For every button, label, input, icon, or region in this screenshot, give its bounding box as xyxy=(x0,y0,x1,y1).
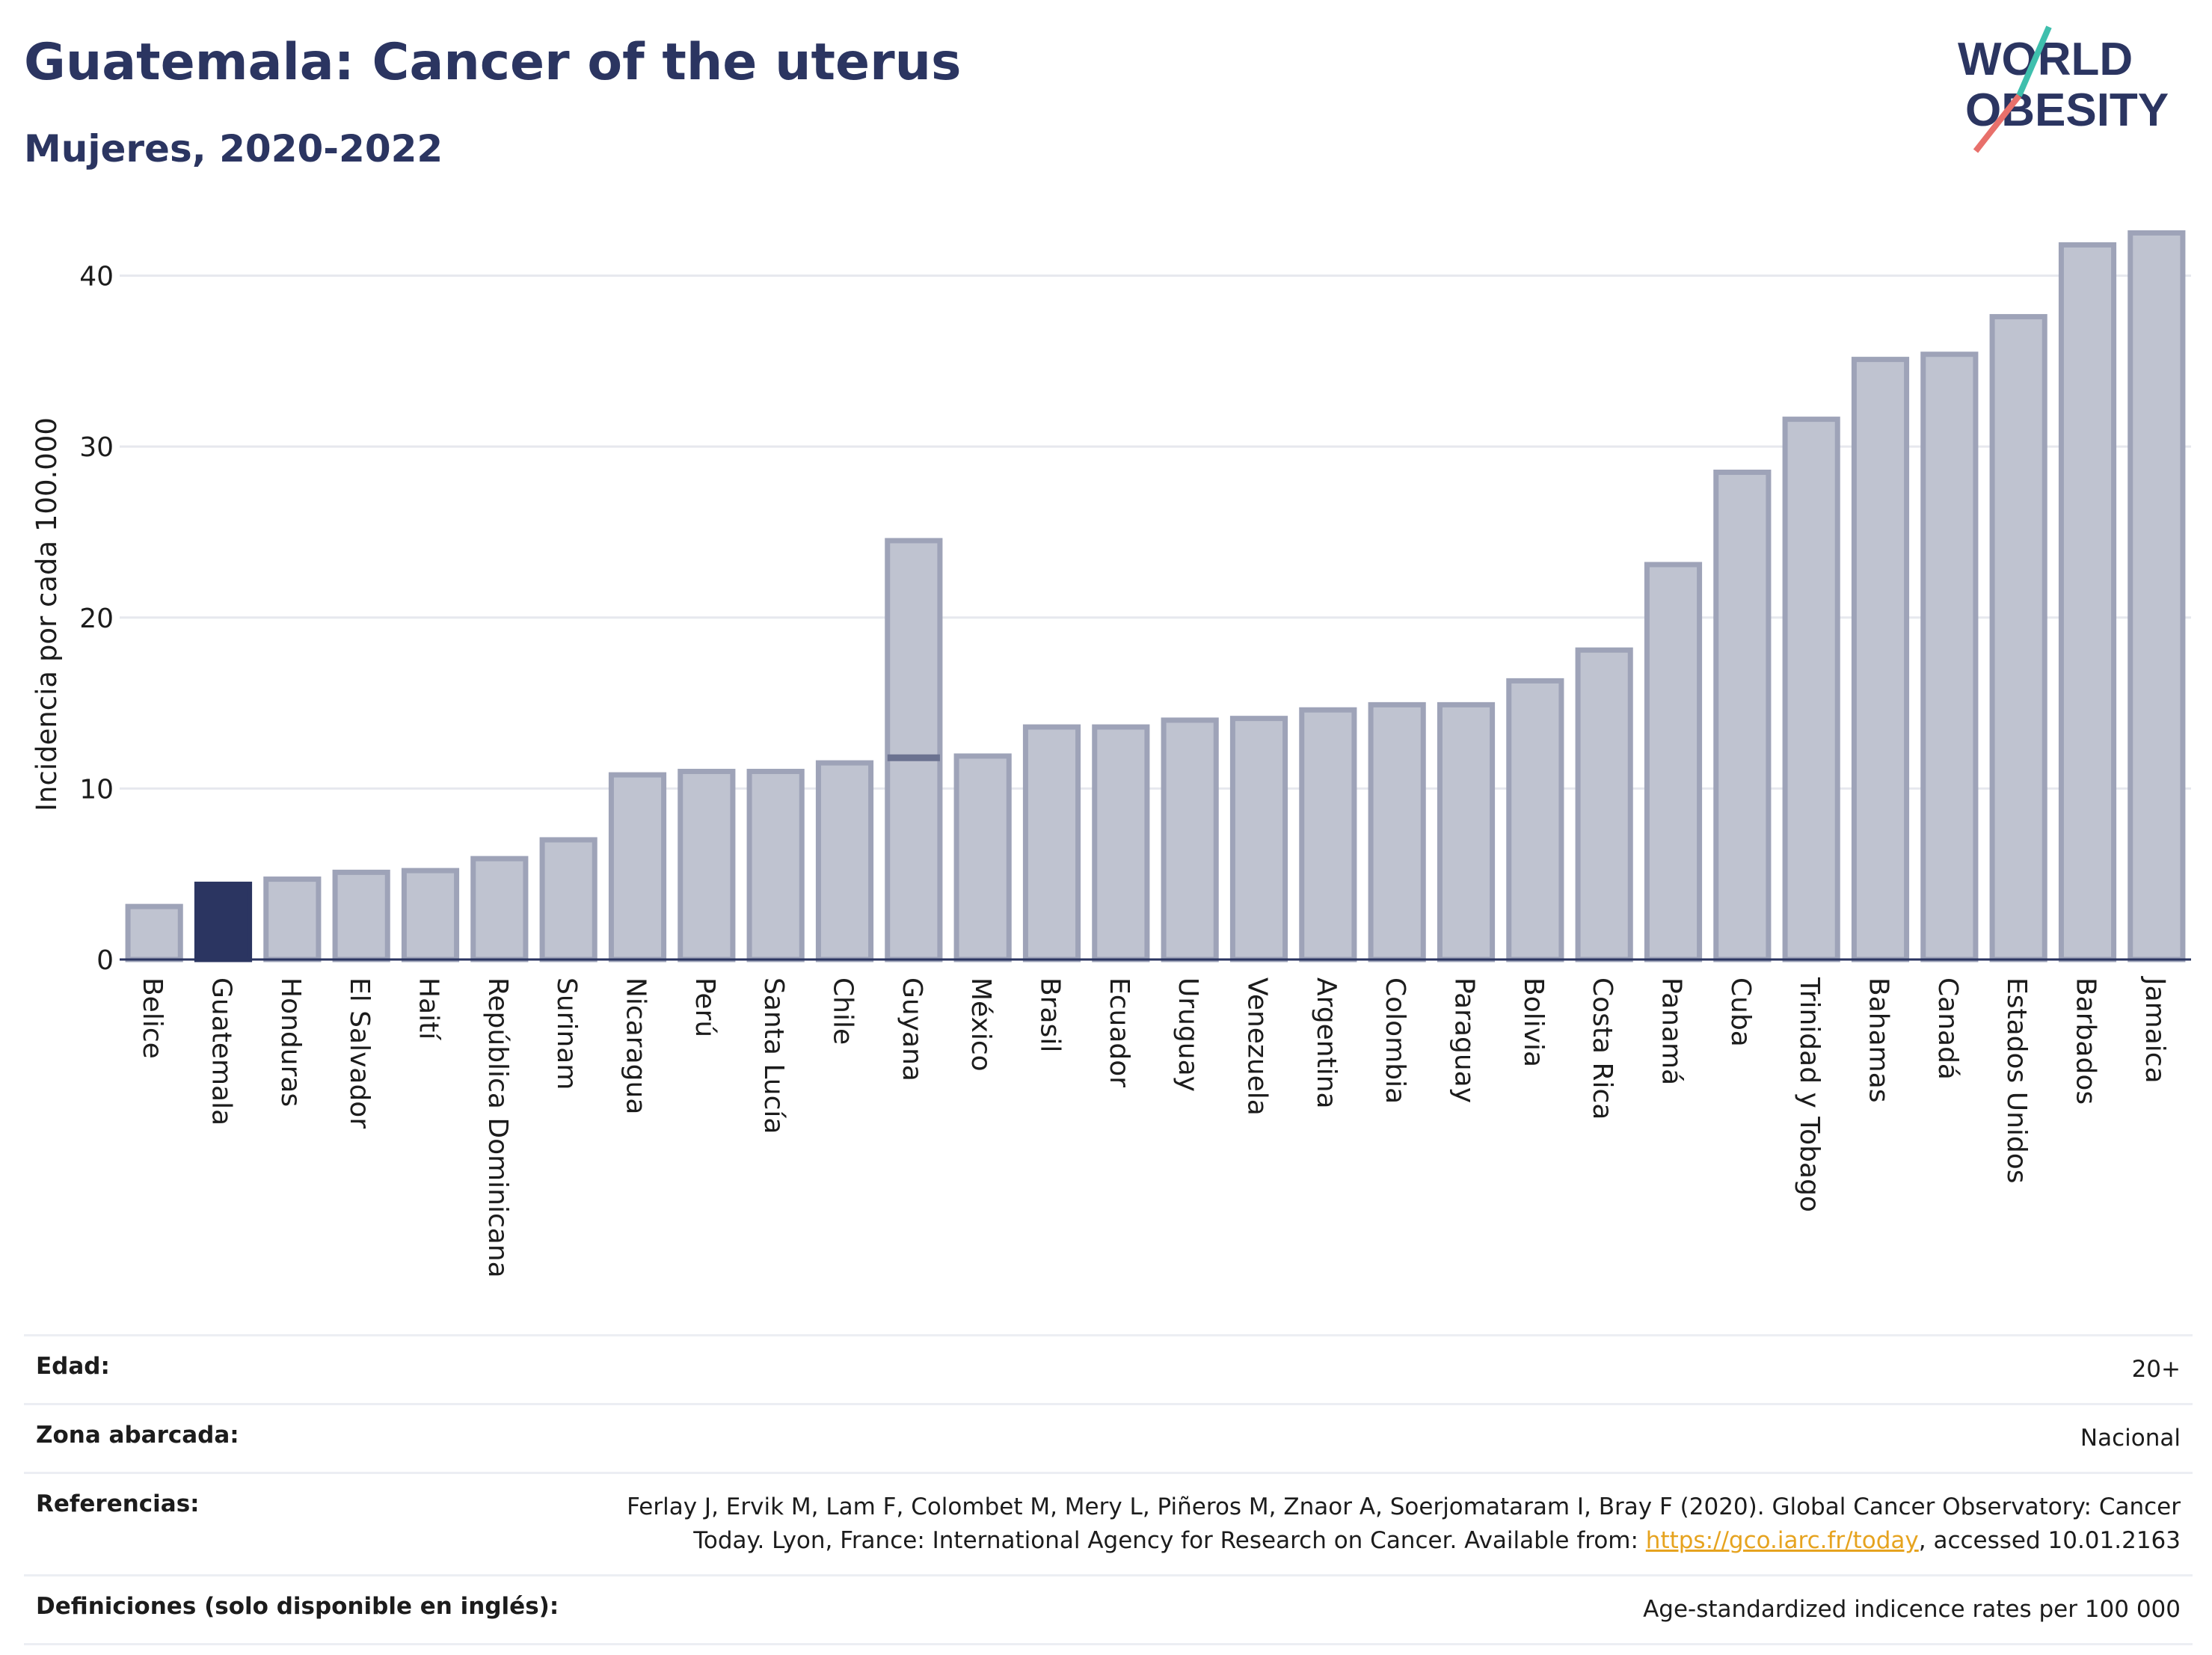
meta-value-references: Ferlay J, Ervik M, Lam F, Colombet M, Me… xyxy=(573,1490,2181,1558)
bar-Colombia xyxy=(1368,701,1426,962)
x-tick-label: Paraguay xyxy=(1449,977,1480,1103)
x-tick-label: Guatemala xyxy=(206,977,237,1126)
bar-Nicaragua xyxy=(608,772,667,962)
bar-Bolivia xyxy=(1506,678,1564,962)
meta-row-references: Referencias: Ferlay J, Ervik M, Lam F, C… xyxy=(24,1471,2193,1574)
x-tick-label: Santa Lucía xyxy=(758,977,789,1134)
bar-Paraguay xyxy=(1437,701,1496,962)
logo-text-obesity: OBESITY xyxy=(1965,85,2169,136)
bar-Venezuela xyxy=(1229,716,1288,962)
chart-subtitle: Mujeres, 2020-2022 xyxy=(24,127,443,171)
x-tick-label: Jamaica xyxy=(2139,976,2170,1084)
logo-slash-coral xyxy=(1973,93,2022,153)
x-tick-label: Trinidad y Tobago xyxy=(1794,977,1825,1212)
y-tick-label: 20 xyxy=(79,604,114,634)
meta-value-zone: Nacional xyxy=(2080,1424,2181,1452)
x-tick-label: México xyxy=(965,977,996,1072)
bar-Belice xyxy=(125,903,183,962)
world-obesity-logo[interactable]: WORLD OBESITY xyxy=(1944,22,2199,157)
bar-El Salvador xyxy=(332,869,390,962)
x-tick-label: Bolivia xyxy=(1518,977,1549,1067)
x-tick-label: Argentina xyxy=(1311,977,1342,1109)
bar-Trinidad y Tobago xyxy=(1782,417,1840,962)
bar-Chile xyxy=(815,760,874,962)
x-tick-label: Ecuador xyxy=(1104,977,1134,1087)
meta-label-age: Edad: xyxy=(36,1353,110,1380)
bar-Bahamas xyxy=(1851,357,1910,962)
bar-México xyxy=(953,753,1012,962)
x-tick-label: Canadá xyxy=(1932,977,1963,1080)
x-tick-label: El Salvador xyxy=(344,977,375,1129)
bar-Santa Lucía xyxy=(746,769,805,962)
bar-Barbados xyxy=(2058,242,2117,962)
bars xyxy=(125,230,2186,962)
metadata-table: Edad: 20+ Zona abarcada: Nacional Refere… xyxy=(24,1334,2193,1645)
bar-Canadá xyxy=(1920,351,1979,962)
y-tick-label: 0 xyxy=(96,945,114,976)
x-tick-label: Bahamas xyxy=(1864,977,1894,1103)
bar-Guatemala xyxy=(194,881,253,962)
reference-text: Ferlay J, Ervik M, Lam F, Colombet M, Me… xyxy=(627,1493,2181,1554)
x-tick-label: Barbados xyxy=(2071,977,2101,1105)
bar-Guyana xyxy=(885,538,943,962)
reference-accessed: , accessed 10.01.2163 xyxy=(1918,1526,2181,1554)
meta-value-definitions: Age-standardized indicence rates per 100… xyxy=(1643,1595,2181,1623)
bar-Costa Rica xyxy=(1575,647,1633,962)
meta-label-definitions: Definiciones (solo disponible en inglés)… xyxy=(36,1592,559,1620)
gridlines xyxy=(120,274,2191,790)
x-tick-label: Guyana xyxy=(897,977,927,1081)
chart-title: Guatemala: Cancer of the uterus xyxy=(24,33,962,92)
bar-Perú xyxy=(678,769,736,962)
y-tick-labels: 0 10 20 30 40 xyxy=(79,262,114,976)
bar-Honduras xyxy=(263,876,322,962)
meta-row-age: Edad: 20+ xyxy=(24,1334,2193,1403)
x-tick-labels: Belice Guatemala Honduras El Salvador Haití R… xyxy=(137,976,2170,1278)
x-tick-label: Honduras xyxy=(275,977,306,1107)
x-tick-label: Uruguay xyxy=(1173,977,1203,1092)
y-tick-label: 40 xyxy=(79,262,114,292)
x-tick-label: Nicaragua xyxy=(621,977,651,1114)
logo-slash-teal xyxy=(2016,25,2052,97)
bar-Haití xyxy=(401,868,460,962)
bar-chart: 0 10 20 30 40 Incidencia por cada 100.000 Be… xyxy=(31,230,2191,1278)
reference-link[interactable]: https://gco.iarc.fr/today xyxy=(1645,1526,1919,1554)
meta-label-references: Referencias: xyxy=(36,1490,200,1517)
x-tick-label: Cuba xyxy=(1725,977,1756,1047)
bar-Argentina xyxy=(1299,707,1357,962)
x-tick-label: República Dominicana xyxy=(482,977,513,1278)
bar-Surinam xyxy=(539,837,597,962)
bar-Jamaica xyxy=(2127,230,2186,962)
x-tick-label: Estados Unidos xyxy=(2001,977,2032,1184)
x-tick-label: Belice xyxy=(137,977,168,1059)
bar-Panamá xyxy=(1644,562,1703,962)
x-tick-label: Perú xyxy=(689,977,720,1037)
meta-row-definitions: Definiciones (solo disponible en inglés)… xyxy=(24,1573,2193,1645)
bar-Ecuador xyxy=(1092,724,1150,962)
x-tick-label: Chile xyxy=(828,977,858,1045)
bar-Estados Unidos xyxy=(1989,313,2047,962)
y-axis-label: Incidencia por cada 100.000 xyxy=(31,417,63,811)
meta-row-zone: Zona abarcada: Nacional xyxy=(24,1402,2193,1472)
y-tick-label: 10 xyxy=(79,774,114,805)
x-tick-label: Haití xyxy=(414,977,444,1040)
x-tick-label: Colombia xyxy=(1380,977,1410,1104)
x-tick-label: Panamá xyxy=(1656,977,1687,1085)
meta-value-age: 20+ xyxy=(2131,1356,2181,1383)
meta-label-zone: Zona abarcada: xyxy=(36,1421,239,1449)
x-tick-label: Brasil xyxy=(1035,977,1066,1052)
x-tick-label: Venezuela xyxy=(1242,977,1273,1116)
bar-República Dominicana xyxy=(470,856,529,962)
x-tick-label: Surinam xyxy=(551,977,582,1090)
x-tick-label: Costa Rica xyxy=(1587,977,1617,1120)
bar-Cuba xyxy=(1713,469,1772,962)
bar-Uruguay xyxy=(1161,717,1219,962)
y-tick-label: 30 xyxy=(79,432,114,463)
bar-Brasil xyxy=(1022,724,1081,962)
